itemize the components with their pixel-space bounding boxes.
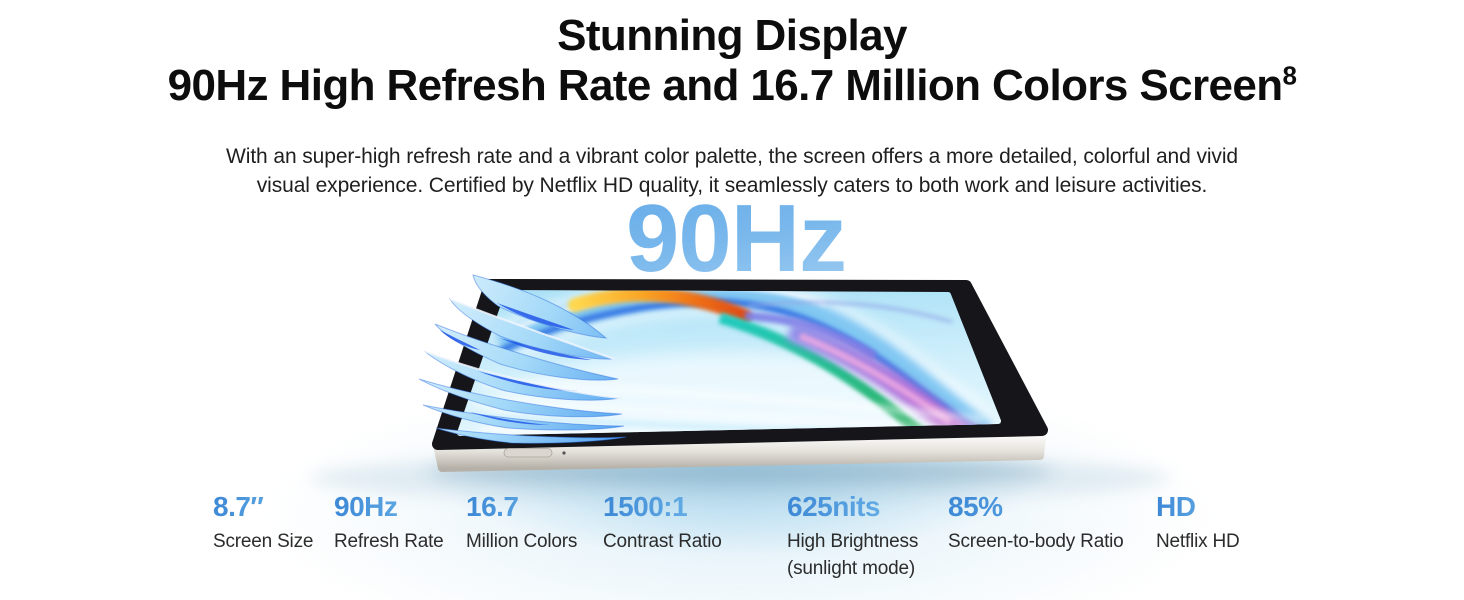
footnote-superscript: 8 (1282, 60, 1297, 91)
spec-label: Refresh Rate (334, 531, 444, 552)
page-title: Stunning Display (557, 11, 907, 60)
subtitle-text: 90Hz High Refresh Rate and 16.7 Million … (167, 61, 1284, 110)
description-line-2: visual experience. Certified by Netflix … (256, 174, 1208, 197)
spec-netflix-hd: HD Netflix HD (1156, 491, 1240, 555)
spec-contrast-ratio: 1500:1 Contrast Ratio (603, 491, 722, 555)
spec-label: Contrast Ratio (603, 531, 722, 552)
spec-value: 16.7 (466, 491, 577, 523)
description-line-1: With an super-high refresh rate and a vi… (226, 145, 1238, 168)
sim-tray (503, 448, 566, 458)
spec-value: 625nits (787, 491, 918, 523)
spec-value: 85% (948, 491, 1124, 523)
spec-value: 90Hz (334, 491, 444, 523)
spec-label: Screen-to-body Ratio (948, 531, 1124, 552)
spec-value: HD (1156, 491, 1240, 523)
spec-label: Screen Size (213, 531, 314, 552)
spec-label: Netflix HD (1156, 531, 1240, 552)
spec-value: 1500:1 (603, 491, 722, 523)
description: With an super-high refresh rate and a vi… (0, 142, 1464, 200)
spec-screen-to-body: 85% Screen-to-body Ratio (948, 491, 1124, 555)
wing-petals (418, 274, 627, 444)
spec-label: Million Colors (466, 531, 578, 552)
spec-label: High Brightness (787, 531, 919, 552)
spec-refresh-rate: 90Hz Refresh Rate (334, 491, 444, 555)
spec-screen-size: 8.7″ Screen Size (213, 491, 313, 555)
wing-accent-stripes (440, 303, 592, 425)
refresh-rate-watermark: 90Hz (4, 191, 1464, 287)
wing-highlights (423, 298, 621, 399)
screen-artwork (467, 290, 997, 436)
spec-brightness: 625nits High Brightness (sunlight mode) (787, 491, 918, 582)
spec-value: 8.7″ (213, 491, 313, 523)
mic-hole (562, 451, 566, 455)
spec-million-colors: 16.7 Million Colors (466, 491, 577, 555)
spec-label-line2: (sunlight mode) (787, 558, 915, 579)
page-subtitle: 90Hz High Refresh Rate and 16.7 Million … (0, 62, 1464, 110)
